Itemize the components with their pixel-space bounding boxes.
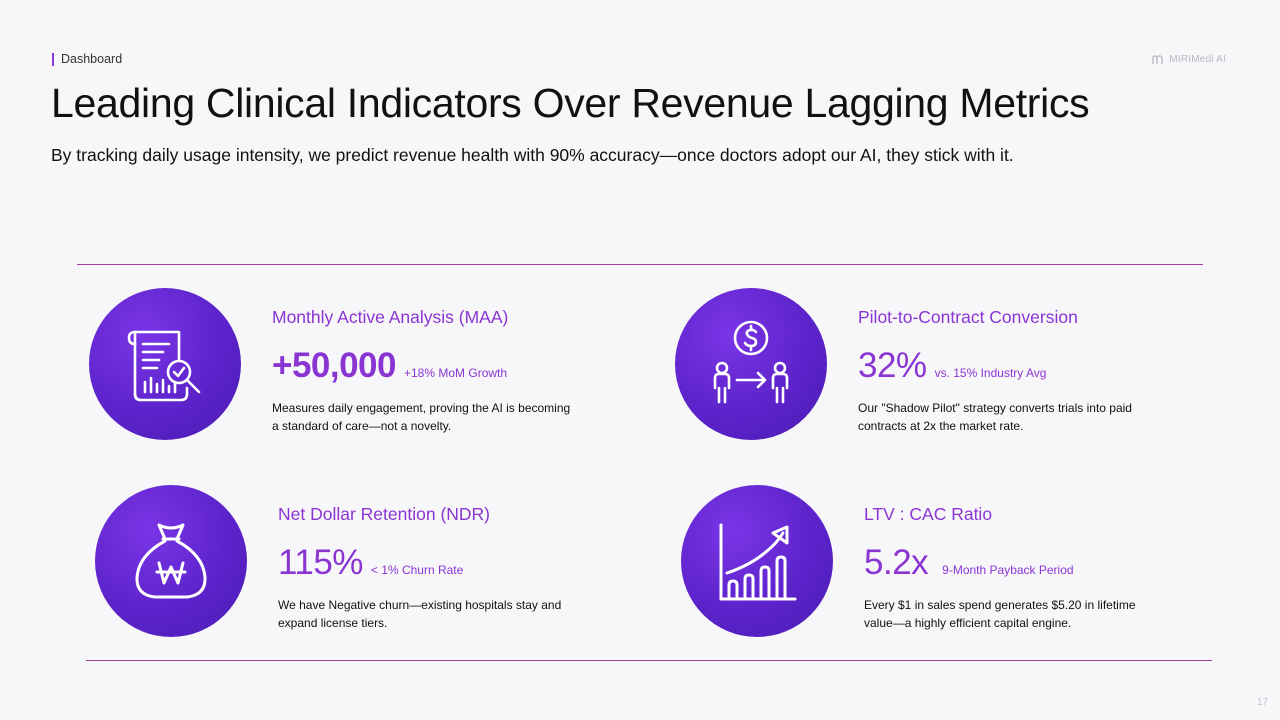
metric-title: Monthly Active Analysis (MAA) <box>272 307 509 327</box>
top-divider <box>77 264 1203 265</box>
metric-value: +50,000 <box>272 346 397 385</box>
metric-value: 5.2x <box>864 543 929 582</box>
page-subtitle: By tracking daily usage intensity, we pr… <box>51 145 1014 165</box>
page-title: Leading Clinical Indicators Over Revenue… <box>51 80 1090 126</box>
metric-value-row: 115% < 1% Churn Rate <box>278 543 463 583</box>
metric-title: Pilot-to-Contract Conversion <box>858 307 1078 327</box>
metric-description: Our "Shadow Pilot" strategy converts tri… <box>858 401 1132 433</box>
brand-name: MIRIMedi AI <box>1169 54 1226 65</box>
metric-icon-circle <box>681 485 833 637</box>
metric-title: LTV : CAC Ratio <box>864 504 993 524</box>
metric-description: Every $1 in sales spend generates $5.20 … <box>864 598 1136 630</box>
metric-value-row: 32% vs. 15% Industry Avg <box>858 346 1046 386</box>
pilot-conversion-icon <box>713 320 789 404</box>
metric-icon-circle <box>675 288 827 440</box>
metric-subvalue: < 1% Churn Rate <box>370 563 464 577</box>
breadcrumb-accent-bar <box>52 52 54 66</box>
brand-logo: MIRIMedi AI <box>1152 54 1226 65</box>
metric-value-row: +50,000 +18% MoM Growth <box>272 346 507 386</box>
page-number: 17 <box>1256 697 1268 708</box>
metric-description: Measures daily engagement, proving the A… <box>272 401 571 433</box>
metric-subvalue: +18% MoM Growth <box>404 366 508 380</box>
metric-value: 115% <box>278 543 363 582</box>
breadcrumb-label: Dashboard <box>61 52 123 66</box>
metric-icon-circle <box>89 288 241 440</box>
metric-value: 32% <box>858 346 927 385</box>
brand-mark-icon <box>1152 54 1164 64</box>
metric-card-pilot-conversion: Pilot-to-Contract Conversion 32% vs. 15%… <box>675 288 1235 443</box>
metric-subvalue: vs. 15% Industry Avg <box>934 366 1047 380</box>
metric-description: We have Negative churn—existing hospital… <box>278 598 562 630</box>
metric-card-maa: Monthly Active Analysis (MAA) +50,000 +1… <box>89 288 649 443</box>
metric-title: Net Dollar Retention (NDR) <box>278 504 491 524</box>
metric-card-ltv-cac: LTV : CAC Ratio 5.2x 9-Month Payback Per… <box>681 485 1241 640</box>
bottom-divider <box>86 660 1212 661</box>
money-bag-icon <box>135 523 207 599</box>
report-magnifier-icon <box>127 330 201 402</box>
metric-subvalue: 9-Month Payback Period <box>942 563 1074 577</box>
metric-value-row: 5.2x 9-Month Payback Period <box>864 543 1074 583</box>
growth-chart-icon <box>719 523 797 601</box>
metric-card-ndr: Net Dollar Retention (NDR) 115% < 1% Chu… <box>95 485 655 640</box>
breadcrumb[interactable]: Dashboard <box>52 52 122 66</box>
metric-icon-circle <box>95 485 247 637</box>
